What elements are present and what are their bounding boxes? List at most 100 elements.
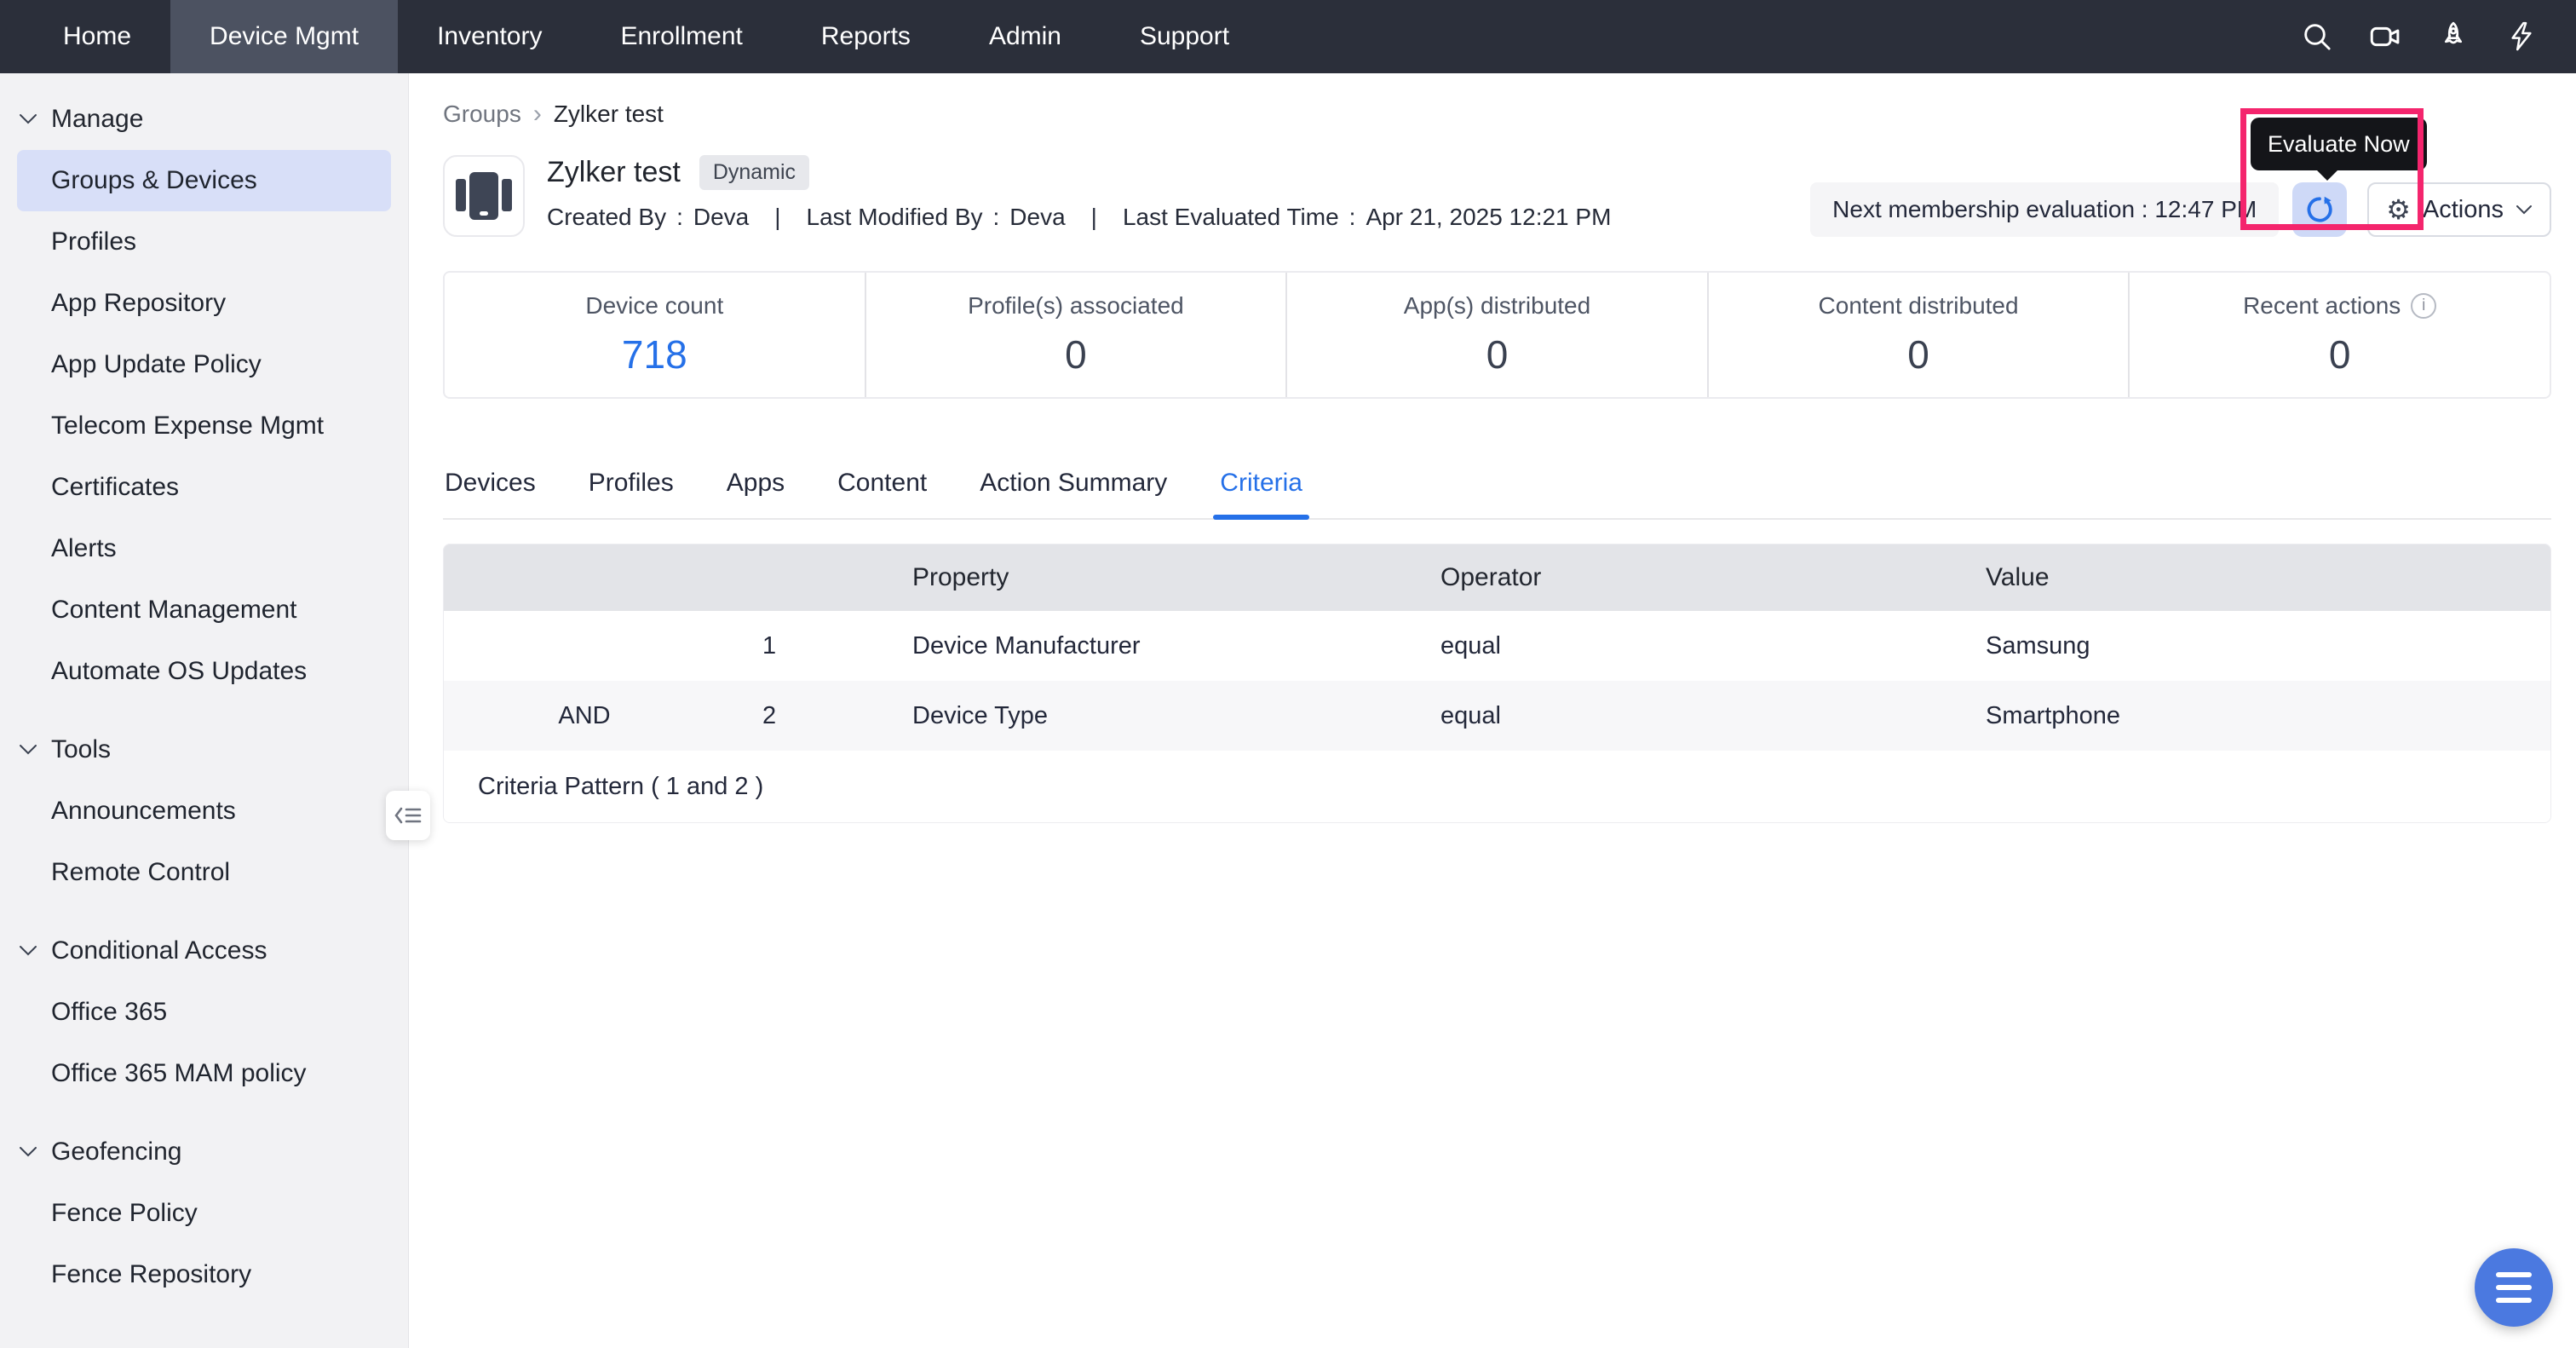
- collapse-sidebar-icon: [394, 807, 422, 824]
- sidebar: Manage Groups & Devices Profiles App Rep…: [0, 73, 430, 1348]
- sidebar-section-header-geofencing[interactable]: Geofencing: [0, 1121, 408, 1183]
- main-content: Groups › Zylker test Zylker test Dynamic: [409, 73, 2576, 1348]
- group-header: Zylker test Dynamic Created By : Deva | …: [443, 155, 2551, 237]
- cell-operator: equal: [1440, 701, 1501, 729]
- tab-apps[interactable]: Apps: [726, 469, 785, 497]
- chevron-down-icon: [20, 114, 37, 124]
- stat-apps-distributed: App(s) distributed 0: [1285, 273, 1707, 397]
- search-icon[interactable]: [2298, 18, 2336, 55]
- sidebar-section-manage: Manage Groups & Devices Profiles App Rep…: [0, 89, 408, 702]
- hamburger-menu-icon: [2496, 1272, 2532, 1277]
- sidebar-item-profiles[interactable]: Profiles: [51, 228, 137, 256]
- chevron-down-icon: [2516, 205, 2532, 215]
- tab-criteria[interactable]: Criteria: [1213, 460, 1309, 520]
- sidebar-section-tools: Tools Announcements Remote Control: [0, 719, 408, 903]
- cell-operator: equal: [1440, 631, 1501, 660]
- criteria-table: Property Operator Value 1 Device Manufac…: [443, 544, 2551, 823]
- sidebar-item-groups-devices[interactable]: Groups & Devices: [17, 150, 391, 211]
- chevron-down-icon: [20, 946, 37, 956]
- group-title-block: Zylker test Dynamic Created By : Deva | …: [547, 155, 1611, 237]
- sidebar-section-geofencing: Geofencing Fence Policy Fence Repository: [0, 1121, 408, 1305]
- sidebar-section-label: Tools: [51, 735, 112, 763]
- sidebar-item-remote-control[interactable]: Remote Control: [51, 858, 231, 886]
- tab-profiles[interactable]: Profiles: [588, 469, 674, 497]
- sidebar-item-app-update-policy[interactable]: App Update Policy: [51, 350, 262, 378]
- sidebar-section-header-conditional-access[interactable]: Conditional Access: [0, 920, 408, 982]
- sidebar-item-office-365[interactable]: Office 365: [51, 998, 168, 1026]
- sidebar-item-fence-repository[interactable]: Fence Repository: [51, 1260, 252, 1288]
- tab-content[interactable]: Content: [837, 469, 928, 497]
- criteria-table-header: Property Operator Value: [444, 544, 2550, 611]
- cell-conjunction: AND: [558, 701, 611, 729]
- modified-by-label: Last Modified By: [806, 204, 983, 230]
- sidebar-item-alerts[interactable]: Alerts: [51, 534, 117, 562]
- group-avatar: [443, 155, 525, 237]
- cell-index: 1: [762, 631, 777, 660]
- chevron-down-icon: [20, 1147, 37, 1157]
- nav-item-admin[interactable]: Admin: [988, 22, 1061, 50]
- nav-item-inventory[interactable]: Inventory: [437, 22, 543, 50]
- tab-action-summary[interactable]: Action Summary: [980, 469, 1168, 497]
- stats-summary-card: Device count 718 Profile(s) associated 0…: [443, 271, 2551, 399]
- video-camera-icon[interactable]: [2366, 18, 2404, 55]
- sidebar-item-app-repository[interactable]: App Repository: [51, 289, 227, 317]
- floating-menu-button[interactable]: [2475, 1248, 2553, 1327]
- stat-label: Content distributed: [1818, 292, 2019, 319]
- sidebar-item-announcements[interactable]: Announcements: [51, 797, 236, 825]
- cell-index: 2: [762, 701, 777, 729]
- criteria-pattern-row: Criteria Pattern ( 1 and 2 ): [444, 751, 2550, 822]
- sidebar-item-automate-os-updates[interactable]: Automate OS Updates: [51, 657, 308, 685]
- nav-item-home[interactable]: Home: [63, 22, 132, 50]
- cell-property: Device Manufacturer: [912, 631, 1141, 660]
- stat-value-device-count[interactable]: 718: [621, 332, 687, 377]
- breadcrumb-groups-link[interactable]: Groups: [443, 101, 521, 127]
- header-value: Value: [1986, 563, 2050, 591]
- sidebar-section-label: Geofencing: [51, 1138, 182, 1166]
- stat-content-distributed: Content distributed 0: [1706, 273, 2129, 397]
- sidebar-item-telecom-expense-mgmt[interactable]: Telecom Expense Mgmt: [51, 412, 325, 440]
- sidebar-item-content-management[interactable]: Content Management: [51, 596, 297, 624]
- rocket-icon[interactable]: [2435, 18, 2472, 55]
- header-property: Property: [912, 563, 1009, 591]
- group-meta: Created By : Deva | Last Modified By : D…: [547, 204, 1612, 230]
- sidebar-section-conditional-access: Conditional Access Office 365 Office 365…: [0, 920, 408, 1104]
- nav-item-support[interactable]: Support: [1139, 22, 1230, 50]
- nav-item-reports[interactable]: Reports: [820, 22, 911, 50]
- nav-item-enrollment[interactable]: Enrollment: [620, 22, 743, 50]
- gear-icon: ⚙: [2386, 194, 2411, 225]
- last-evaluated-value: Apr 21, 2025 12:21 PM: [1366, 204, 1612, 230]
- cell-property: Device Type: [912, 701, 1049, 729]
- evaluate-now-tooltip: Evaluate Now: [2251, 118, 2427, 181]
- stat-value-profiles: 0: [1065, 332, 1087, 377]
- evaluate-now-button[interactable]: [2292, 182, 2348, 237]
- table-row: 1 Device Manufacturer equal Samsung: [444, 611, 2550, 681]
- device-group-icon: [456, 170, 512, 222]
- tab-devices[interactable]: Devices: [445, 469, 536, 497]
- stat-label: App(s) distributed: [1403, 292, 1591, 319]
- stat-recent-actions: Recent actions i 0: [2128, 273, 2550, 397]
- sidebar-item-certificates[interactable]: Certificates: [51, 473, 180, 501]
- nav-spacer: [1268, 0, 2298, 73]
- sidebar-section-header-tools[interactable]: Tools: [0, 719, 408, 781]
- next-evaluation-status: Next membership evaluation : 12:47 PM: [1810, 182, 2280, 237]
- info-icon[interactable]: i: [2411, 293, 2437, 319]
- sidebar-item-fence-policy[interactable]: Fence Policy: [51, 1199, 198, 1227]
- stat-profiles-associated: Profile(s) associated 0: [864, 273, 1286, 397]
- group-header-actions: Next membership evaluation : 12:47 PM ⚙ …: [1810, 182, 2551, 237]
- last-evaluated-label: Last Evaluated Time: [1122, 204, 1339, 230]
- sidebar-section-header-manage[interactable]: Manage: [0, 89, 408, 150]
- stat-value-recent-actions: 0: [2328, 332, 2351, 377]
- actions-button[interactable]: ⚙ Actions: [2367, 182, 2551, 237]
- group-type-badge: Dynamic: [699, 155, 810, 190]
- flash-icon[interactable]: [2503, 18, 2540, 55]
- sidebar-section-label: Conditional Access: [51, 936, 267, 965]
- breadcrumb-current: Zylker test: [553, 101, 664, 127]
- sidebar-collapse-button[interactable]: [386, 791, 430, 840]
- sidebar-item-office-365-mam-policy[interactable]: Office 365 MAM policy: [51, 1059, 307, 1087]
- group-header-left: Zylker test Dynamic Created By : Deva | …: [443, 155, 1611, 237]
- nav-item-device-mgmt[interactable]: Device Mgmt: [170, 0, 399, 73]
- table-row: AND 2 Device Type equal Smartphone: [444, 681, 2550, 751]
- header-operator: Operator: [1440, 563, 1542, 591]
- stat-label: Recent actions: [2243, 292, 2401, 319]
- stat-label: Profile(s) associated: [968, 292, 1184, 319]
